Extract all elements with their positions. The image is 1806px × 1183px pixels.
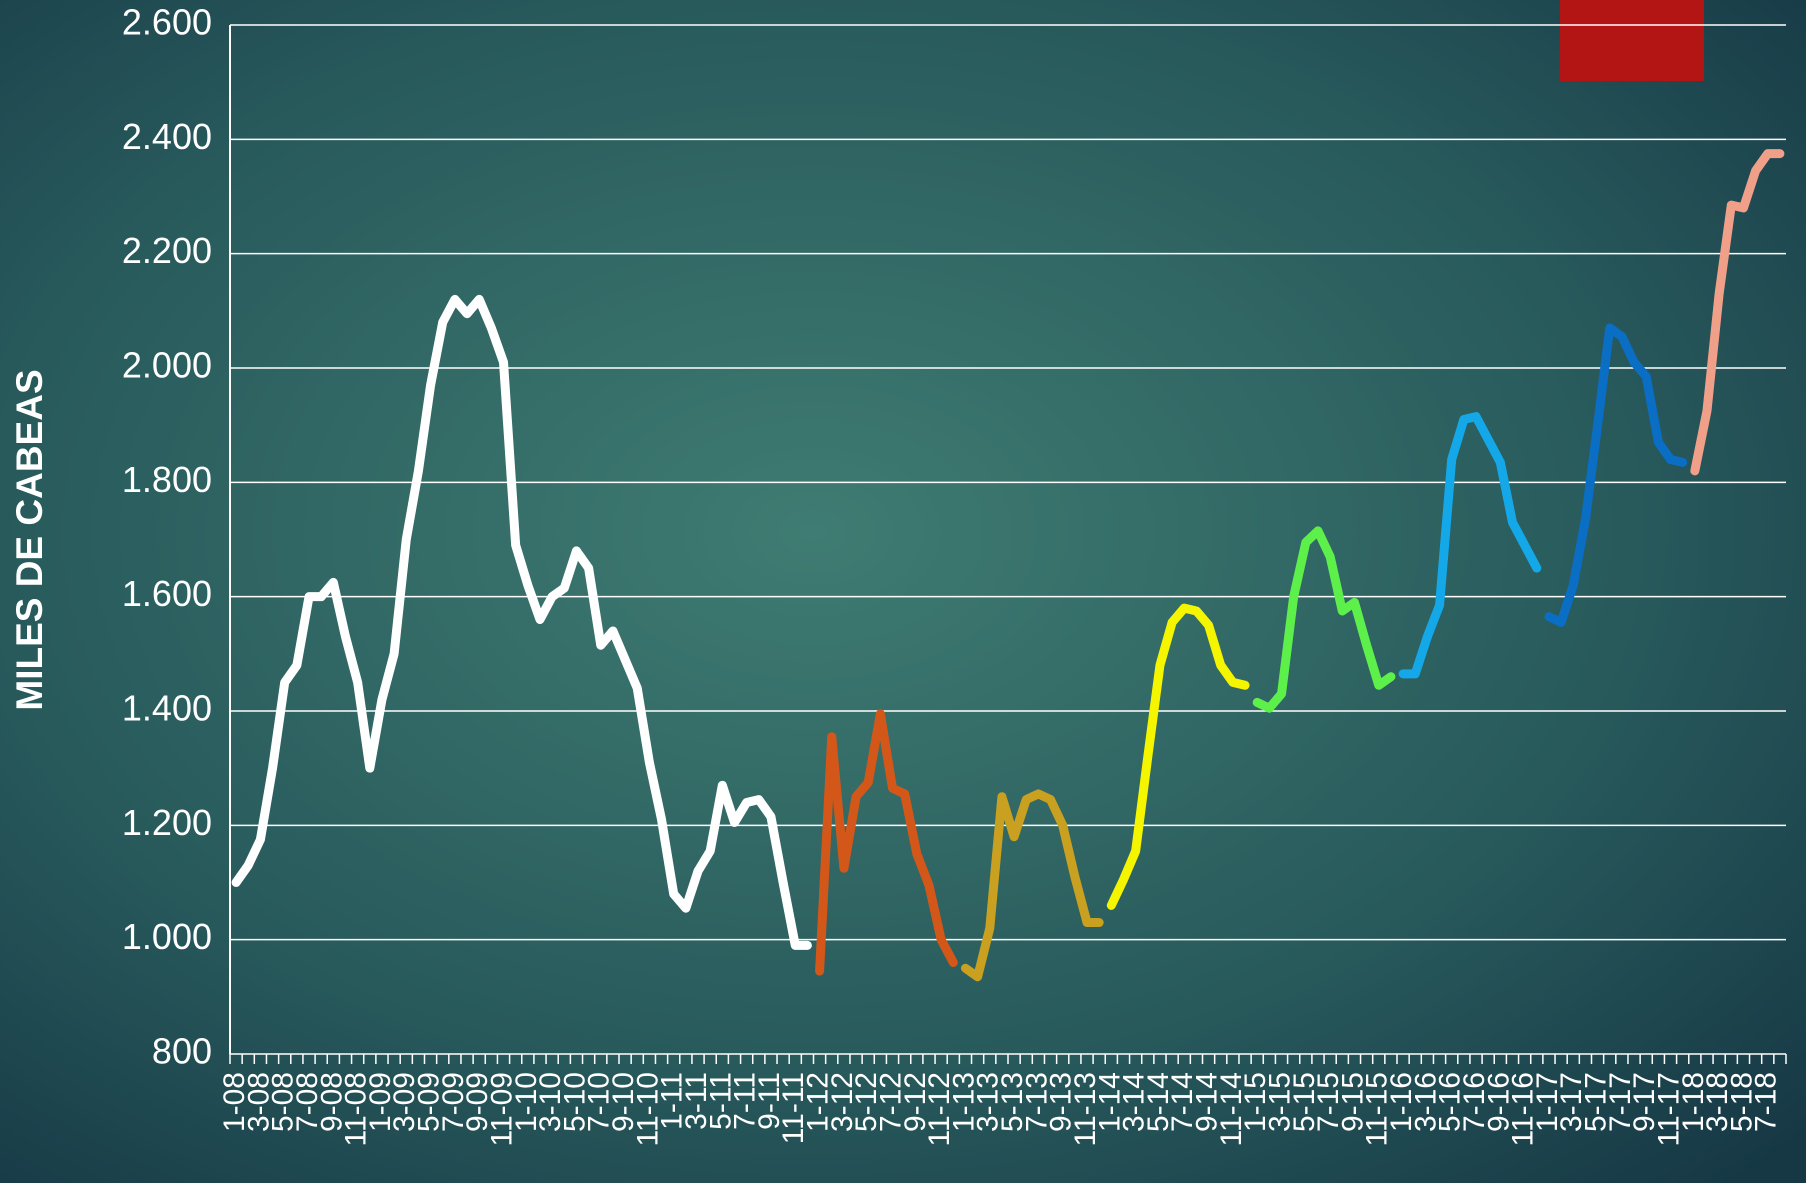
y-tick-label: 2.600 (122, 2, 212, 43)
line-series (1252, 526, 1396, 713)
x-tick-label: 5-18 (1725, 1072, 1758, 1132)
x-tick-label: 7-15 (1312, 1072, 1345, 1132)
x-tick-label: 9-16 (1482, 1072, 1515, 1132)
x-tick-label: 1-18 (1677, 1072, 1710, 1132)
x-tick-label: 1-12 (802, 1072, 835, 1132)
x-tick-label: 5-16 (1434, 1072, 1467, 1132)
x-tick-label: 9-17 (1628, 1072, 1661, 1132)
x-tick-label: 1-16 (1385, 1072, 1418, 1132)
line-series (1544, 323, 1688, 627)
x-tick-label: 7-18 (1750, 1072, 1783, 1132)
x-tick-label: 3-11 (680, 1072, 713, 1130)
x-tick-label: 1-10 (510, 1072, 543, 1132)
x-tick-label: 11-16 (1507, 1072, 1540, 1147)
x-tick-label: 9-08 (315, 1072, 348, 1132)
x-tick-label: 9-13 (1045, 1072, 1078, 1132)
y-tick-label: 2.400 (122, 116, 212, 157)
x-tick-label: 5-08 (267, 1072, 300, 1132)
y-axis-label: MILES DE CABEAS (9, 369, 50, 710)
x-tick-label: 1-14 (1093, 1072, 1126, 1132)
x-tick-label: 1-11 (656, 1072, 689, 1130)
x-tick-label: 7-08 (291, 1072, 324, 1132)
x-tick-label: 1-15 (1239, 1072, 1272, 1132)
y-tick-label: 1.000 (122, 916, 212, 957)
line-series (1398, 412, 1542, 679)
x-tick-label: 3-09 (388, 1072, 421, 1132)
x-tick-label: 11-13 (1069, 1072, 1102, 1147)
x-tick-label: 11-17 (1652, 1072, 1685, 1147)
x-tick-label: 11-11 (777, 1072, 810, 1144)
x-tick-label: 1-17 (1531, 1072, 1564, 1132)
x-tick-label: 5-12 (850, 1072, 883, 1132)
y-tick-label: 1.800 (122, 459, 212, 500)
y-tick-label: 800 (152, 1031, 212, 1072)
y-tick-label: 2.200 (122, 230, 212, 271)
x-tick-label: 9-14 (1191, 1072, 1224, 1132)
line-series (231, 294, 812, 950)
x-tick-label: 11-10 (631, 1072, 664, 1147)
x-tick-label: 7-17 (1604, 1072, 1637, 1132)
y-tick-label: 1.200 (122, 802, 212, 843)
x-tick-label: 5-14 (1142, 1072, 1175, 1132)
x-tick-label: 3-17 (1555, 1072, 1588, 1132)
x-tick-label: 9-12 (899, 1072, 932, 1132)
x-tick-label: 5-11 (704, 1072, 737, 1130)
x-tick-label: 9-15 (1336, 1072, 1369, 1132)
x-tick-label: 3-13 (972, 1072, 1005, 1132)
x-tick-label: 7-10 (583, 1072, 616, 1132)
x-tick-label: 11-09 (485, 1072, 518, 1147)
x-tick-label: 11-12 (923, 1072, 956, 1147)
x-tick-label: 7-16 (1458, 1072, 1491, 1132)
x-tick-label: 3-10 (534, 1072, 567, 1132)
x-tick-label: 5-15 (1288, 1072, 1321, 1132)
decor-box (1560, 0, 1704, 81)
x-tick-label: 3-08 (242, 1072, 275, 1132)
x-tick-label: 9-09 (461, 1072, 494, 1132)
line-series (815, 709, 958, 976)
y-tick-label: 2.000 (122, 345, 212, 386)
x-tick-label: 7-11 (729, 1072, 762, 1130)
x-tick-label: 3-15 (1263, 1072, 1296, 1132)
x-tick-label: 11-14 (1215, 1072, 1248, 1147)
x-tick-label: 3-16 (1409, 1072, 1442, 1132)
x-tick-label: 9-11 (753, 1072, 786, 1130)
x-tick-label: 7-12 (874, 1072, 907, 1132)
y-tick-label: 1.600 (122, 573, 212, 614)
x-tick-label: 3-18 (1701, 1072, 1734, 1132)
x-tick-label: 5-17 (1580, 1072, 1613, 1132)
x-tick-label: 1-08 (218, 1072, 251, 1132)
y-tick-label: 1.400 (122, 688, 212, 729)
line-series (1690, 149, 1785, 476)
x-tick-label: 5-09 (413, 1072, 446, 1132)
x-tick-label: 3-14 (1118, 1072, 1151, 1132)
x-tick-label: 5-13 (996, 1072, 1029, 1132)
line-series (1106, 603, 1250, 910)
x-tick-label: 7-14 (1166, 1072, 1199, 1132)
x-tick-label: 11-15 (1361, 1072, 1394, 1147)
x-tick-label: 1-13 (947, 1072, 980, 1132)
x-tick-label: 9-10 (607, 1072, 640, 1132)
x-tick-label: 7-13 (1020, 1072, 1053, 1132)
x-tick-label: 11-08 (340, 1072, 373, 1147)
x-tick-label: 3-12 (826, 1072, 859, 1132)
x-tick-label: 1-09 (364, 1072, 397, 1132)
x-tick-label: 7-09 (437, 1072, 470, 1132)
line-series (960, 789, 1104, 982)
x-tick-label: 5-10 (558, 1072, 591, 1132)
